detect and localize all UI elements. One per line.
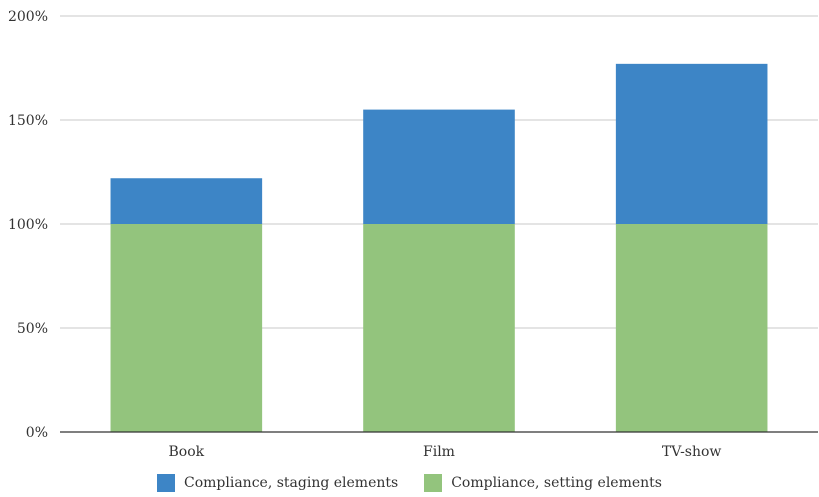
bar-chart: 0% 50% 100% 150% 200% Book Film TV-show (8, 9, 818, 460)
bars (110, 63, 768, 432)
x-axis-ticks: Book Film TV-show (169, 444, 722, 460)
legend: Compliance, staging elements Compliance,… (0, 474, 819, 492)
x-tick-label: Book (169, 444, 205, 460)
x-tick-label: TV-show (662, 444, 722, 460)
bar-film-series-0 (363, 224, 515, 432)
bar-film-series-1 (363, 109, 515, 224)
legend-label-staging: Compliance, staging elements (184, 475, 399, 491)
y-tick-label: 100% (8, 217, 48, 233)
bar-tv-show-series-1 (615, 63, 768, 225)
legend-swatch-setting (424, 474, 443, 492)
bar-book-series-0 (110, 224, 263, 432)
legend-label-setting: Compliance, setting elements (451, 475, 662, 491)
y-tick-label: 200% (8, 9, 48, 25)
bar-book-series-1 (110, 178, 263, 224)
y-tick-label: 0% (26, 425, 48, 441)
legend-item-staging: Compliance, staging elements (157, 474, 398, 492)
y-tick-label: 150% (8, 113, 48, 129)
y-axis-ticks: 0% 50% 100% 150% 200% (8, 9, 48, 441)
legend-item-setting: Compliance, setting elements (424, 474, 662, 492)
legend-swatch-staging (157, 474, 175, 492)
y-tick-label: 50% (17, 321, 48, 337)
bar-tv-show-series-0 (615, 224, 768, 432)
x-tick-label: Film (423, 444, 455, 460)
